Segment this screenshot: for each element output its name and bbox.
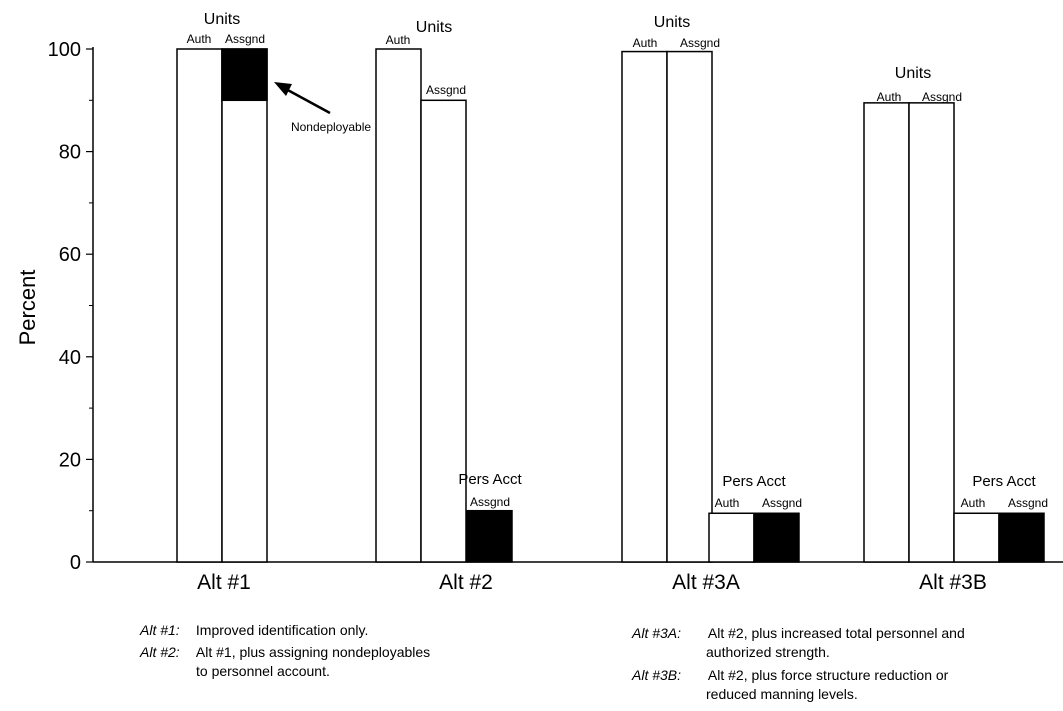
note-text: Improved identification only. bbox=[195, 622, 369, 638]
bars bbox=[176, 48, 1045, 563]
bar bbox=[863, 102, 910, 563]
x-category-label: Alt #2 bbox=[439, 571, 493, 594]
y-axis-label: Percent bbox=[15, 270, 40, 346]
bar-label: Assgnd bbox=[470, 495, 510, 509]
note-alt1: Alt #1: Improved identification only. bbox=[140, 621, 368, 639]
bar-nondeployable-segment bbox=[221, 48, 268, 102]
note-alt2: Alt #2: Alt #1, plus assigning nondeploy… bbox=[140, 643, 430, 661]
bar bbox=[621, 50, 668, 563]
x-category-label: Alt #1 bbox=[197, 571, 251, 594]
bar-label: Auth bbox=[386, 33, 411, 47]
note-key: Alt #1: bbox=[140, 622, 180, 638]
annotation-arrow-head bbox=[274, 82, 292, 96]
note-text-cont: authorized strength. bbox=[706, 644, 830, 660]
bar-labels: Alt #1 Alt #2 Alt #3A Alt #3B Units Auth Assgn… bbox=[187, 11, 1048, 594]
note-alt3a: Alt #3A: Alt #2, plus increased total pe… bbox=[632, 624, 965, 642]
y-tick-label: 20 bbox=[59, 449, 81, 471]
note-alt3b: Alt #3B: Alt #2, plus force structure re… bbox=[632, 666, 948, 684]
bar bbox=[420, 99, 467, 563]
bar bbox=[708, 512, 755, 563]
bar bbox=[998, 512, 1045, 563]
note-key: Alt #3A: bbox=[632, 625, 682, 641]
bar bbox=[753, 512, 800, 563]
y-tick-label: 40 bbox=[59, 347, 81, 369]
bar-label: Auth bbox=[877, 90, 902, 104]
group-label-units: Units bbox=[204, 11, 240, 28]
bar-label: Auth bbox=[961, 496, 986, 510]
note-text-cont: to personnel account. bbox=[196, 663, 330, 679]
bar bbox=[953, 512, 1000, 563]
x-category-label: Alt #3B bbox=[919, 571, 987, 594]
bar-label: Assgnd bbox=[680, 36, 720, 50]
bar bbox=[375, 48, 422, 563]
annotation-nondeployable: Nondeployable bbox=[291, 120, 371, 134]
group-label-pers-acct: Pers Acct bbox=[972, 473, 1036, 490]
bar-label: Assgnd bbox=[762, 496, 802, 510]
group-label-pers-acct: Pers Acct bbox=[722, 473, 786, 490]
note-text: Alt #1, plus assigning nondeployables bbox=[195, 644, 431, 660]
note-alt3a-cont: authorized strength. bbox=[706, 643, 830, 661]
note-key: Alt #2: bbox=[140, 644, 180, 660]
note-text-cont: reduced manning levels. bbox=[706, 686, 858, 702]
note-alt3b-cont: reduced manning levels. bbox=[706, 685, 858, 703]
y-tick-label: 0 bbox=[70, 552, 81, 574]
bar-label: Assgnd bbox=[426, 83, 466, 97]
bar bbox=[221, 48, 268, 563]
bar-label: Assgnd bbox=[225, 32, 265, 46]
bar bbox=[666, 50, 713, 563]
bar-label: Assgnd bbox=[922, 90, 962, 104]
x-category-label: Alt #3A bbox=[672, 571, 740, 594]
group-label-pers-acct: Pers Acct bbox=[458, 471, 522, 488]
bar-label: Assgnd bbox=[1008, 496, 1048, 510]
bar-label: Auth bbox=[187, 32, 212, 46]
group-label-units: Units bbox=[416, 19, 452, 36]
bar bbox=[908, 102, 955, 563]
note-alt2-cont: to personnel account. bbox=[196, 662, 330, 680]
y-tick-label: 100 bbox=[48, 39, 81, 61]
y-tick-label: 80 bbox=[59, 142, 81, 164]
group-label-units: Units bbox=[895, 65, 931, 82]
bar bbox=[466, 509, 513, 563]
note-key: Alt #3B: bbox=[632, 667, 682, 683]
bar-label: Auth bbox=[633, 36, 658, 50]
y-tick-label: 60 bbox=[59, 244, 81, 266]
annotation-arrow-line bbox=[283, 86, 331, 115]
note-text: Alt #2, plus force structure reduction o… bbox=[707, 667, 949, 683]
bar bbox=[176, 48, 223, 563]
bar-label: Auth bbox=[715, 496, 740, 510]
note-text: Alt #2, plus increased total personnel a… bbox=[707, 625, 965, 641]
group-label-units: Units bbox=[654, 14, 690, 31]
